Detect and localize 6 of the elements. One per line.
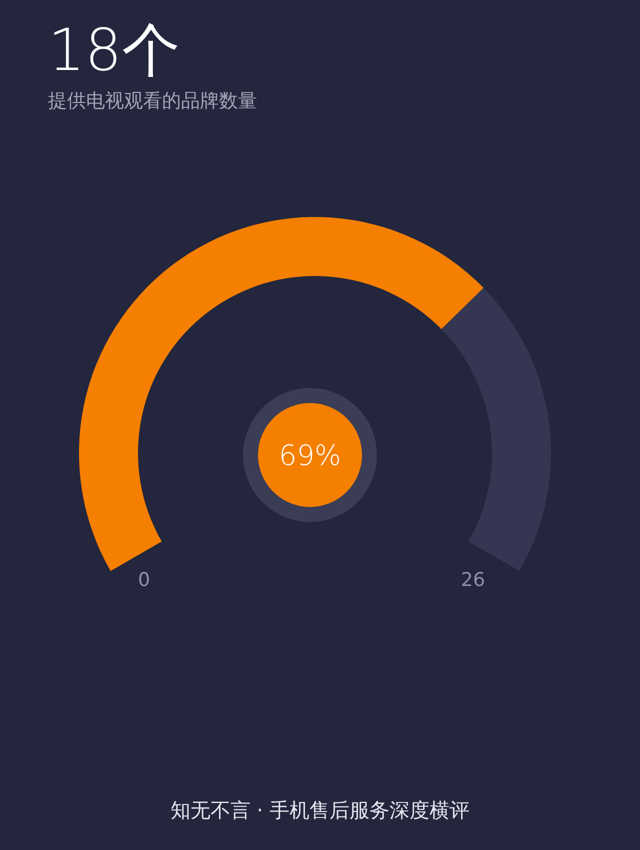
chart-title: 18个 <box>48 16 180 84</box>
text: 69% <box>278 439 342 472</box>
text: 26 <box>460 569 486 591</box>
text: 知无不言 · 手机售后服务深度横评 <box>170 798 470 822</box>
chart-subtitle: 提供电视观看的品牌数量 <box>48 90 257 112</box>
text: 0 <box>138 569 150 591</box>
